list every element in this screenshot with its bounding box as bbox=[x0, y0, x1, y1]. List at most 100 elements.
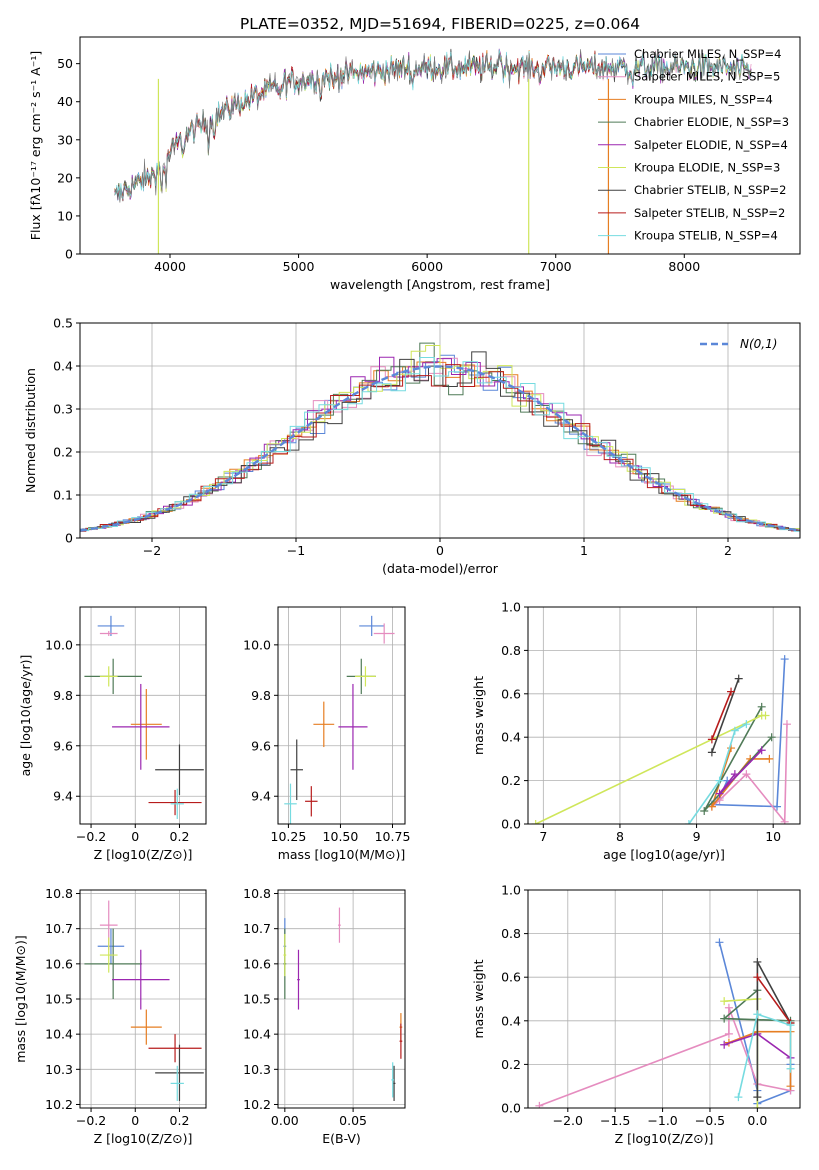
y-tick-label: 10.4 bbox=[243, 1027, 271, 1042]
weight-point-chabrier_stelib bbox=[734, 674, 743, 683]
y-tick-label: 0.0 bbox=[501, 817, 521, 832]
weight-point-chabrier_elodie bbox=[767, 733, 776, 742]
plot-area bbox=[283, 907, 403, 1101]
plot-area bbox=[114, 48, 752, 254]
histogram-kroupa_stelib bbox=[80, 357, 800, 532]
axes-frame bbox=[79, 606, 207, 825]
y-tick-label: 10.7 bbox=[45, 921, 73, 936]
y-tick-label: 9.6 bbox=[53, 738, 73, 753]
normal-curve bbox=[80, 365, 800, 532]
y-tick-label: 10.8 bbox=[243, 886, 271, 901]
weight-point-kroupa_miles bbox=[786, 1082, 795, 1091]
plot-area bbox=[284, 615, 395, 824]
axes-frame bbox=[277, 606, 406, 825]
y-axis-label: Normed distribution bbox=[23, 368, 38, 493]
y-axis-label: mass weight bbox=[471, 676, 486, 755]
y-tick-label: 0 bbox=[65, 247, 73, 262]
x-tick-label: 4000 bbox=[154, 259, 186, 274]
weight-point-salpeter_miles bbox=[742, 770, 751, 779]
legend-label: Kroupa STELIB, N_SSP=4 bbox=[634, 229, 778, 243]
x-axis-label: wavelength [Angstrom, rest frame] bbox=[330, 277, 550, 292]
x-tick-label: 0 bbox=[436, 543, 444, 558]
x-axis-label: Z [log10(Z/Z⊙)] bbox=[615, 1131, 714, 1146]
x-tick-label: −1.0 bbox=[647, 1113, 677, 1128]
plot-area bbox=[84, 615, 204, 819]
x-tick-label: 9 bbox=[693, 829, 701, 844]
x-tick-label: 0 bbox=[131, 829, 139, 844]
weight-line-chabrier_miles bbox=[709, 659, 786, 808]
y-tick-label: 30 bbox=[57, 132, 73, 147]
y-tick-label: 0.4 bbox=[501, 1013, 521, 1028]
x-tick-label: −1 bbox=[287, 543, 305, 558]
weight-point-salpeter_stelib bbox=[753, 973, 762, 982]
legend-label: Chabrier STELIB, N_SSP=2 bbox=[634, 183, 786, 197]
y-tick-label: 0.4 bbox=[501, 730, 521, 745]
weight-point-kroupa_stelib bbox=[786, 1021, 795, 1030]
y-axis-label: mass weight bbox=[471, 959, 486, 1038]
weight-point-kroupa_elodie bbox=[720, 997, 729, 1006]
y-tick-label: 20 bbox=[57, 170, 73, 185]
y-tick-label: 10.6 bbox=[45, 956, 73, 971]
weight-point-kroupa_elodie bbox=[753, 1104, 762, 1108]
weight-line-kroupa_stelib bbox=[688, 723, 747, 824]
x-tick-label: 0.0 bbox=[747, 1113, 767, 1128]
weight-line-salpeter_stelib bbox=[756, 976, 792, 1024]
histogram-chabrier_stelib bbox=[80, 351, 800, 532]
legend-label: Kroupa MILES, N_SSP=4 bbox=[634, 92, 773, 106]
y-tick-label: 0.3 bbox=[53, 402, 73, 417]
y-tick-label: 9.8 bbox=[251, 688, 271, 703]
y-tick-label: 0.6 bbox=[501, 686, 521, 701]
y-tick-label: 40 bbox=[57, 94, 73, 109]
panel-mass_vs_ebv: 0.00 0.05 10.2 10.3 10.4 10.5 10.6 10.7 10.8 E(B-… bbox=[243, 886, 406, 1146]
weight-point-chabrier_miles bbox=[780, 655, 789, 664]
x-tick-label: 10 bbox=[765, 829, 781, 844]
histogram-salpeter_elodie bbox=[80, 356, 800, 532]
x-tick-label: 0.2 bbox=[170, 829, 190, 844]
figure-title: PLATE=0352, MJD=51694, FIBERID=0225, z=0… bbox=[240, 15, 640, 33]
weight-point-kroupa_miles bbox=[765, 754, 774, 763]
y-tick-label: 50 bbox=[57, 56, 73, 71]
axes-frame bbox=[527, 889, 801, 1109]
plot-area bbox=[80, 342, 800, 533]
y-tick-label: 0.1 bbox=[53, 488, 73, 503]
x-tick-label: −1.5 bbox=[600, 1113, 630, 1128]
y-tick-label: 9.4 bbox=[251, 789, 271, 804]
y-tick-label: 0.2 bbox=[53, 445, 73, 460]
weight-point-salpeter_stelib bbox=[707, 735, 716, 744]
y-tick-label: 0.8 bbox=[501, 643, 521, 658]
weight-line-kroupa_elodie bbox=[535, 714, 766, 824]
x-axis-label: (data-model)/error bbox=[382, 561, 499, 576]
x-tick-label: 0.2 bbox=[170, 1113, 190, 1128]
spectrum-data-line bbox=[114, 49, 752, 203]
weight-point-salpeter_elodie bbox=[757, 746, 766, 755]
x-axis-label: age [log10(age/yr)] bbox=[603, 847, 725, 862]
x-axis-label: Z [log10(Z/Z⊙)] bbox=[94, 847, 193, 862]
y-tick-label: 0.5 bbox=[53, 316, 73, 331]
histogram-kroupa_miles bbox=[80, 361, 800, 532]
weight-line-salpeter_stelib bbox=[711, 691, 732, 740]
weight-point-chabrier_stelib bbox=[753, 1093, 762, 1102]
weight-point-kroupa_elodie bbox=[531, 820, 540, 824]
x-tick-label: −2 bbox=[143, 543, 161, 558]
x-tick-label: −0.2 bbox=[76, 1113, 106, 1128]
y-tick-label: 10.3 bbox=[45, 1062, 73, 1077]
legend-label: Salpeter MILES, N_SSP=5 bbox=[634, 70, 780, 84]
y-tick-label: 10.2 bbox=[45, 1097, 73, 1112]
x-tick-label: 7 bbox=[539, 829, 547, 844]
weight-point-salpeter_elodie bbox=[730, 770, 739, 779]
axes-frame bbox=[527, 606, 801, 825]
weight-point-salpeter_miles bbox=[780, 817, 789, 824]
legend-label: Salpeter STELIB, N_SSP=2 bbox=[634, 206, 785, 220]
y-tick-label: 1.0 bbox=[501, 883, 521, 898]
weight-point-salpeter_stelib bbox=[727, 687, 736, 696]
weight-point-kroupa_elodie bbox=[761, 711, 770, 720]
y-tick-label: 1.0 bbox=[501, 600, 521, 615]
x-tick-label: −2.0 bbox=[553, 1113, 583, 1128]
weight-point-kroupa_stelib bbox=[730, 726, 739, 735]
y-tick-label: 9.4 bbox=[53, 789, 73, 804]
y-tick-label: 10.5 bbox=[243, 992, 271, 1007]
y-tick-label: 10.8 bbox=[45, 886, 73, 901]
weight-point-salpeter_miles bbox=[782, 720, 791, 729]
y-tick-label: 0.2 bbox=[501, 773, 521, 788]
